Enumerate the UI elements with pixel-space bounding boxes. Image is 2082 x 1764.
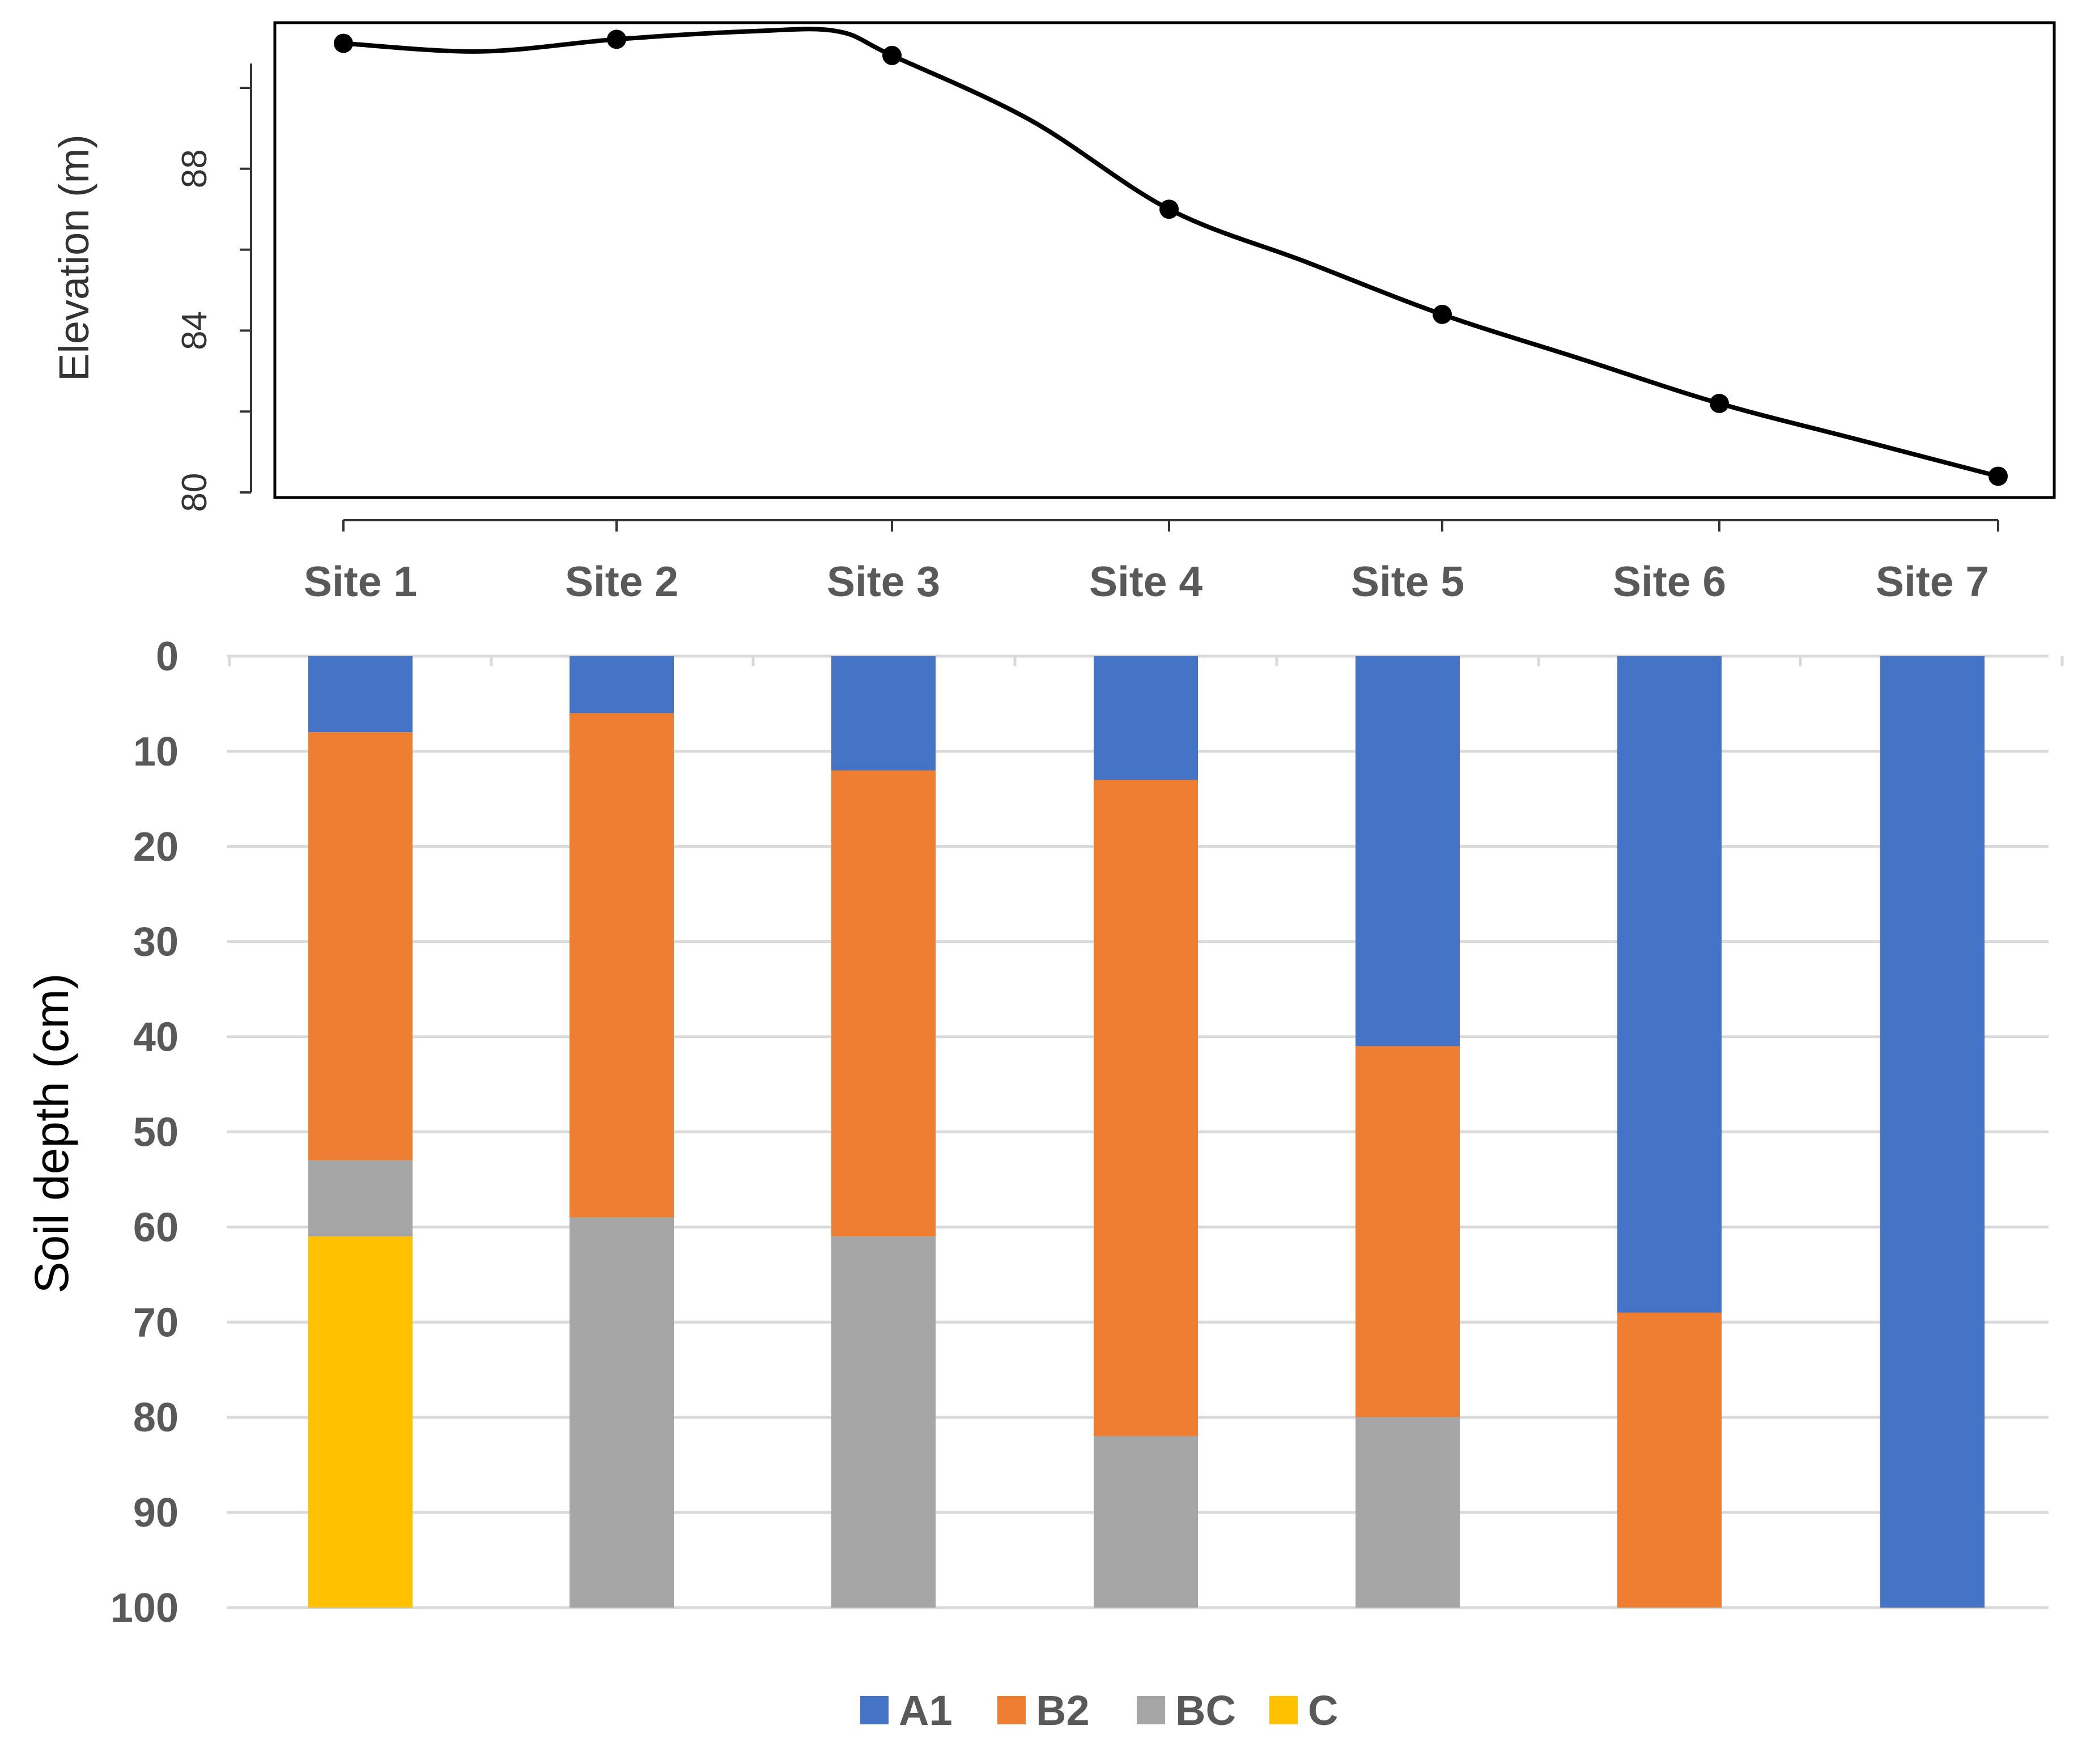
bar-segment-bc bbox=[570, 1217, 674, 1608]
legend-swatch-a1 bbox=[860, 1696, 889, 1724]
bar-segment-bc bbox=[1094, 1436, 1198, 1608]
legend: A1 B2 BC C bbox=[860, 1687, 1338, 1734]
bar-segment-b2 bbox=[308, 732, 413, 1161]
elevation-point bbox=[882, 45, 902, 65]
elevation-y-tick-label: 88 bbox=[175, 149, 214, 188]
site-label: Site 7 bbox=[1876, 558, 1989, 605]
elevation-point bbox=[607, 29, 626, 49]
elevation-chart: 80 84 88 Elevation (m) bbox=[50, 21, 2056, 532]
bar-segment-a1 bbox=[1617, 656, 1722, 1313]
bar-segment-b2 bbox=[570, 713, 674, 1218]
depth-tick-label: 50 bbox=[133, 1110, 179, 1155]
elevation-y-axis-title: Elevation (m) bbox=[50, 134, 97, 381]
depth-tick-label: 30 bbox=[133, 920, 179, 965]
depth-tick-label: 20 bbox=[133, 824, 179, 870]
soil-depth-chart: 0 10 20 30 40 50 60 70 80 90 100 Soil depth (cm) bbox=[25, 634, 2064, 1631]
depth-tick-label: 10 bbox=[133, 729, 179, 775]
bar-segment-b2 bbox=[1617, 1312, 1722, 1608]
elevation-line bbox=[341, 27, 2000, 479]
legend-label-a1: A1 bbox=[899, 1687, 953, 1734]
elevation-point bbox=[1988, 466, 2008, 486]
elevation-point bbox=[334, 33, 353, 53]
soil-depth-bars bbox=[308, 656, 1985, 1608]
site-labels: Site 1 Site 2 Site 3 Site 4 Site 5 Site 6 Site… bbox=[304, 558, 1989, 605]
elevation-y-tick-label: 84 bbox=[175, 311, 214, 350]
legend-swatch-b2 bbox=[997, 1696, 1026, 1724]
soil-depth-y-axis: 0 10 20 30 40 50 60 70 80 90 100 bbox=[111, 634, 179, 1631]
site-label: Site 4 bbox=[1089, 558, 1203, 605]
depth-tick-label: 40 bbox=[133, 1015, 179, 1060]
legend-swatch-c bbox=[1269, 1696, 1298, 1724]
bar-segment-c bbox=[308, 1236, 413, 1608]
elevation-point bbox=[1710, 393, 1729, 413]
site-label: Site 1 bbox=[304, 558, 417, 605]
legend-label-b2: B2 bbox=[1036, 1687, 1090, 1734]
bar-segment-bc bbox=[308, 1160, 413, 1237]
elevation-points bbox=[334, 29, 2008, 486]
bar-segment-a1 bbox=[831, 656, 936, 771]
depth-tick-label: 90 bbox=[133, 1490, 179, 1536]
site-label: Site 2 bbox=[565, 558, 678, 605]
bar-segment-b2 bbox=[831, 770, 936, 1237]
bar-segment-a1 bbox=[1880, 656, 1985, 1608]
elevation-plot-frame bbox=[273, 21, 2056, 499]
elevation-point bbox=[1159, 199, 1179, 219]
elevation-y-tick-label: 80 bbox=[175, 473, 214, 512]
bar-segment-a1 bbox=[570, 656, 674, 713]
depth-tick-label: 60 bbox=[133, 1205, 179, 1250]
depth-tick-label: 0 bbox=[156, 634, 179, 679]
site-label: Site 6 bbox=[1613, 558, 1726, 605]
bar-segment-b2 bbox=[1094, 780, 1198, 1436]
depth-tick-label: 100 bbox=[111, 1586, 179, 1631]
bar-segment-bc bbox=[831, 1236, 936, 1608]
depth-tick-label: 80 bbox=[133, 1395, 179, 1440]
legend-swatch-bc bbox=[1137, 1696, 1165, 1724]
elevation-x-axis bbox=[342, 519, 1999, 532]
bar-segment-bc bbox=[1356, 1417, 1460, 1608]
legend-label-bc: BC bbox=[1175, 1687, 1236, 1734]
bar-segment-b2 bbox=[1356, 1046, 1460, 1418]
site-label: Site 5 bbox=[1351, 558, 1464, 605]
legend-label-c: C bbox=[1308, 1687, 1338, 1734]
depth-tick-label: 70 bbox=[133, 1300, 179, 1345]
elevation-y-axis: 80 84 88 bbox=[175, 63, 252, 512]
bar-segment-a1 bbox=[1094, 656, 1198, 780]
bar-segment-a1 bbox=[308, 656, 413, 733]
bar-segment-a1 bbox=[1356, 656, 1460, 1047]
site-label: Site 3 bbox=[827, 558, 940, 605]
soil-depth-y-axis-title: Soil depth (cm) bbox=[25, 974, 78, 1294]
elevation-point bbox=[1433, 304, 1452, 324]
